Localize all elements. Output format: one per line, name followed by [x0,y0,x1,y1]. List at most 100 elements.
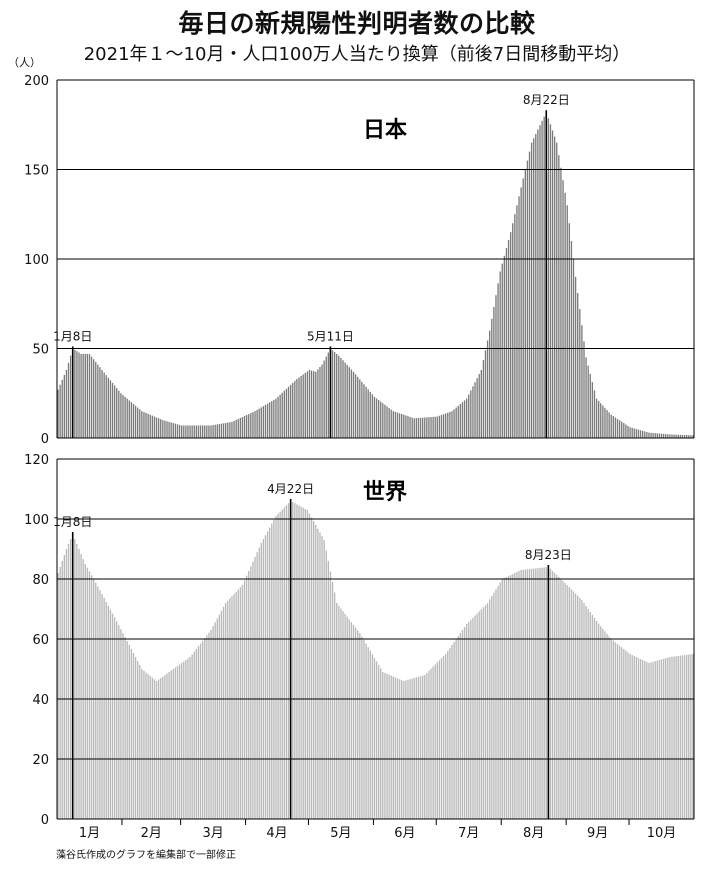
bar-day-163 [396,412,399,438]
bar-day-68 [197,646,200,819]
bar-day-273 [627,425,629,438]
bar-day-216 [507,240,510,438]
bar-day-285 [652,432,654,438]
bar-day-23 [103,597,105,819]
y-unit-label: （人） [8,56,41,69]
bar-day-101 [266,531,269,819]
bar-day-139 [346,364,348,438]
bar-day-49 [157,418,160,438]
bar-day-278 [637,658,640,819]
bar-day-131 [329,571,332,819]
bar-day-260 [600,626,602,819]
bar-day-159 [388,674,390,819]
bar-day-159 [388,407,390,438]
y-tick-label: 150 [24,164,49,179]
bar-day-149 [367,647,369,819]
bar-day-204 [482,607,485,819]
bar-day-259 [597,400,600,438]
bar-day-95 [254,411,256,438]
bar-day-151 [371,654,374,819]
bar-day-167 [405,680,407,819]
panel-title: 日本 [363,118,407,143]
bar-day-303 [690,654,692,819]
bar-day-13 [82,353,84,438]
bar-day-287 [656,433,658,438]
bar-day-188 [449,411,451,438]
bar-day-241 [560,167,562,438]
bar-day-70 [201,425,204,438]
bar-day-198 [470,619,472,819]
bar-day-249 [577,595,579,819]
bar-day-229 [535,568,537,819]
bar-day-125 [317,369,319,438]
bar-day-223 [522,569,524,819]
bar-day-154 [377,664,380,819]
bar-day-201 [476,378,478,438]
bar-day-80 [222,423,225,438]
bar-day-220 [516,572,518,819]
bar-day-6 [67,544,70,819]
bar-day-28 [113,617,116,819]
bar-day-178 [428,670,430,819]
bar-day-91 [245,415,248,438]
bar-day-269 [618,645,621,819]
bar-day-133 [333,592,336,819]
bar-day-83 [229,422,231,438]
bar-day-64 [189,425,191,438]
bar-day-168 [407,416,409,438]
bar-day-205 [484,350,487,438]
bar-day-250 [579,309,581,438]
y-tick-label: 100 [24,513,49,528]
bar-day-134 [336,353,338,438]
bar-day-117 [300,375,302,438]
bar-day-140 [348,619,350,819]
bar-day-192 [457,405,459,438]
bar-day-112 [289,384,292,438]
bar-day-220 [516,205,518,438]
bar-day-155 [380,401,382,438]
bar-day-184 [440,658,443,819]
bar-day-67 [195,425,198,438]
bar-day-30 [118,390,120,438]
bar-day-294 [671,434,673,438]
bar-day-148 [365,386,367,438]
bar-day-20 [97,586,99,819]
bar-day-299 [681,655,684,819]
bar-day-55 [170,670,172,819]
bar-day-261 [602,405,604,438]
bar-day-210 [495,295,497,438]
bar-day-26 [109,609,112,819]
y-tick-label: 50 [32,343,49,358]
bar-day-79 [220,610,223,819]
bar-day-39 [137,407,139,438]
bar-day-215 [505,577,508,819]
bar-day-297 [677,655,679,819]
bar-day-298 [679,655,682,819]
bar-day-63 [187,658,189,819]
bar-day-59 [178,424,181,438]
bar-day-283 [648,663,650,819]
bar-day-288 [658,660,661,819]
bar-day-116 [298,377,300,438]
bar-day-204 [482,360,485,438]
bar-day-253 [585,357,587,438]
bar-day-21 [99,367,101,438]
bar-day-22 [101,369,103,438]
bar-day-293 [669,434,671,438]
bar-day-43 [145,412,147,438]
bar-day-85 [233,420,235,438]
bar-day-289 [660,433,663,438]
bar-day-1 [57,573,59,819]
bar-day-214 [503,255,506,438]
y-tick-label: 60 [32,633,49,648]
bar-day-162 [394,411,397,438]
bar-day-201 [476,613,478,819]
bar-day-302 [688,435,690,438]
bar-day-173 [417,676,420,819]
bar-day-57 [174,423,177,438]
bar-day-76 [214,424,216,438]
bar-day-60 [181,425,183,438]
bar-day-187 [447,651,449,819]
bar-day-122 [310,517,313,819]
bar-day-242 [562,180,564,439]
